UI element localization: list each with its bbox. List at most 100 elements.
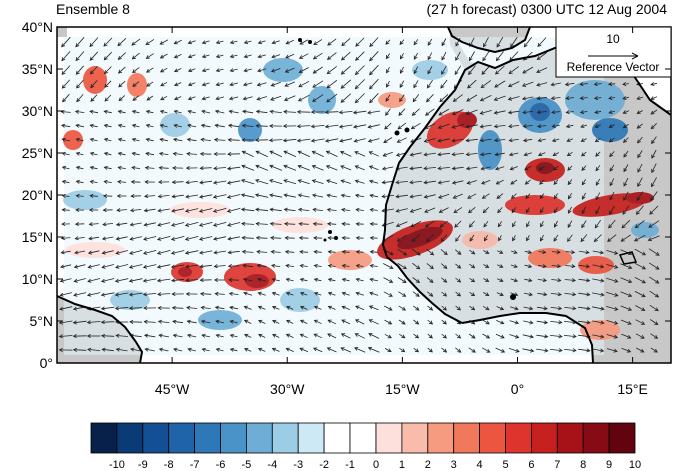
wind-vector [145, 39, 155, 46]
wind-vector [354, 179, 365, 184]
wind-vector [412, 262, 421, 270]
wind-vector [649, 319, 659, 325]
wind-vector [174, 82, 182, 87]
wind-vector [521, 96, 534, 101]
wind-vector [142, 278, 157, 283]
wind-vector [426, 79, 433, 89]
wind-vector [87, 264, 100, 269]
wind-vector [481, 179, 491, 185]
wind-vector [595, 151, 601, 157]
wind-vector [340, 179, 351, 184]
wind-vector [74, 236, 85, 241]
wind-vector [131, 137, 140, 142]
wind-vector [61, 51, 71, 62]
wind-vector [117, 66, 126, 74]
wind-vector [465, 109, 478, 115]
wind-vector [440, 263, 448, 269]
wind-vector [243, 54, 252, 59]
wind-vector [102, 193, 113, 198]
wind-vector [538, 165, 545, 171]
wind-vector [455, 333, 462, 339]
wind-vector [338, 110, 353, 115]
wind-vector [496, 292, 504, 297]
colorbar-tick-label: 10 [629, 459, 641, 471]
wind-vector [75, 193, 84, 198]
wind-vector [424, 220, 435, 228]
wind-vector [227, 236, 240, 241]
wind-vector [338, 124, 353, 129]
lat-tick-label: 0° [40, 355, 53, 371]
wind-vector [255, 221, 268, 226]
wind-vector [423, 166, 437, 171]
wind-vector [512, 221, 516, 228]
wind-vector [299, 249, 309, 254]
wind-vector [184, 236, 199, 241]
wind-vector [385, 94, 391, 102]
wind-vector [100, 292, 115, 297]
colorbar-tick-label: -2 [319, 459, 329, 471]
wind-vector [172, 333, 183, 338]
wind-vector [255, 109, 268, 114]
wind-vector [297, 179, 310, 185]
wind-vector [242, 96, 253, 101]
wind-vector [312, 221, 323, 226]
wind-vector [396, 234, 407, 242]
wind-vector [341, 305, 350, 310]
wind-vector [367, 110, 381, 115]
wind-vector [438, 193, 450, 199]
wind-vector [620, 263, 633, 269]
wind-vector [496, 278, 504, 282]
wind-vector [271, 305, 280, 310]
wind-vector [145, 109, 154, 114]
colorbar-tick-label: -5 [242, 459, 252, 471]
wind-vector [157, 319, 170, 324]
colorbar-tick-label: -3 [293, 459, 303, 471]
wind-vector [62, 93, 70, 103]
wind-vector [578, 306, 591, 311]
wind-vector [174, 96, 182, 101]
wind-vector [594, 124, 601, 128]
wind-vector [635, 333, 645, 339]
colorbar-swatch [142, 422, 170, 454]
wind-vector [213, 166, 227, 171]
wind-vector [441, 38, 447, 47]
wind-vector [497, 264, 504, 268]
wind-vector [353, 124, 367, 129]
wind-vector [512, 235, 516, 242]
wind-vector [145, 123, 154, 128]
wind-vector [383, 291, 393, 297]
wind-vector [355, 51, 365, 61]
wind-vector [89, 165, 98, 170]
wind-vector [607, 234, 617, 242]
wind-vector [650, 347, 658, 353]
wind-vector [299, 333, 308, 339]
wind-vector [285, 53, 295, 59]
wind-vector [493, 110, 506, 115]
wind-vector [441, 319, 447, 325]
wind-vector [101, 264, 114, 269]
lat-tick-label: 40°N [22, 19, 53, 35]
wind-vector [75, 37, 85, 48]
wind-vector [198, 194, 213, 199]
wind-vector [482, 51, 490, 62]
wind-vector [383, 263, 394, 269]
wind-vector [484, 235, 488, 242]
wind-vector [538, 250, 547, 255]
wind-vector [270, 249, 281, 254]
wind-vector [550, 82, 561, 87]
wind-vector [170, 236, 185, 241]
wind-vector [327, 263, 336, 268]
wind-vector [441, 65, 447, 75]
wind-vector [455, 263, 462, 269]
wind-vector [650, 333, 659, 339]
wind-vector [184, 222, 199, 227]
wind-vector [510, 179, 518, 185]
wind-vector [186, 305, 198, 310]
wind-vector [412, 277, 421, 284]
wind-vector [283, 109, 297, 114]
wind-vector [327, 249, 336, 254]
wind-vector [74, 222, 85, 227]
wind-vector [550, 334, 563, 339]
wind-vector [271, 277, 280, 282]
wind-vector [355, 305, 365, 311]
